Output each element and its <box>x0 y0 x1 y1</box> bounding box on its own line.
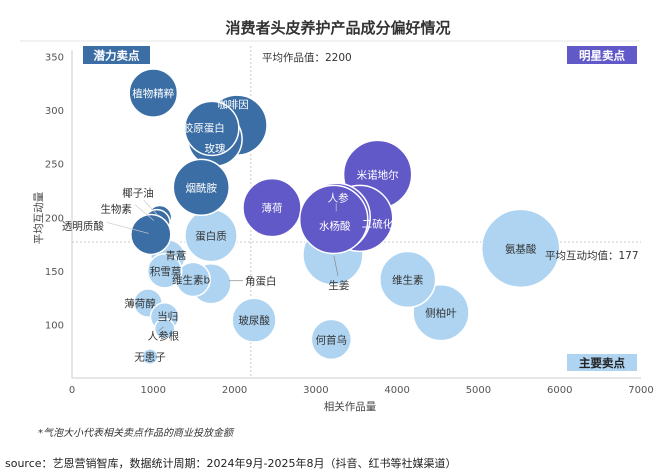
bubble <box>184 100 240 157</box>
bubble-label: 二硫化硒 <box>362 217 404 230</box>
y-tick-label: 200 <box>45 213 64 224</box>
bubble-label: 胶原蛋白 <box>183 121 225 134</box>
y-axis-label: 平均互动量 <box>33 191 45 244</box>
bubble <box>130 213 172 256</box>
bubble <box>298 184 369 255</box>
bubbles <box>128 68 561 366</box>
leader-line <box>134 204 155 221</box>
quadrant-main-text: 主要卖点 <box>579 356 625 370</box>
bubble <box>379 250 437 309</box>
x-tick-label: 6000 <box>547 385 572 396</box>
quadrant-star-text: 明星卖点 <box>579 49 625 63</box>
quadrant-label-potential: 潜力卖点 <box>83 46 150 64</box>
bubble-label: 角蛋白 <box>245 275 277 288</box>
bubble-label: 当归 <box>157 310 178 323</box>
bubble <box>146 253 183 289</box>
bubble-label: 维生素b <box>172 273 210 286</box>
bubble <box>231 297 277 343</box>
source-text: source：艺恩营销智库，数据统计周期：2024年9月-2025年8月（抖音、… <box>5 456 456 470</box>
bubble-label: 植物精粹 <box>132 87 174 100</box>
bubble-label: 米诺地尔 <box>357 168 399 181</box>
bubble-label: 生物素 <box>100 203 132 216</box>
y-tick-label: 150 <box>45 267 64 278</box>
leader-line <box>143 200 159 216</box>
x-tick-label: 1000 <box>141 385 166 396</box>
bubble-label: 氨基酸 <box>505 242 537 255</box>
bubble <box>242 177 302 238</box>
bubble-label: 人参根 <box>148 330 180 343</box>
bubble-label: 无患子 <box>134 352 166 364</box>
bubble <box>480 208 561 289</box>
quadrant-label-star: 明星卖点 <box>567 46 637 64</box>
bubble-label: 维生素 <box>392 273 424 286</box>
x-tick-label: 4000 <box>384 385 409 396</box>
bubble-label: 蛋白质 <box>195 230 227 243</box>
x-mean-label: 平均作品值：2200 <box>262 51 352 64</box>
bubble-label: 积雪草 <box>150 266 182 278</box>
bubble-label: 玻尿酸 <box>238 314 270 327</box>
x-tick-label: 0 <box>69 385 75 396</box>
y-tick-label: 350 <box>45 53 64 64</box>
bubble-label: 椰子油 <box>122 186 154 199</box>
bubble <box>128 68 179 118</box>
size-note: *气泡大小代表相关卖点作品的商业投放金额 <box>38 427 235 439</box>
y-mean-label: 平均互动均值：177 <box>545 249 639 262</box>
bubble-label: 何首乌 <box>316 333 348 346</box>
y-tick-label: 300 <box>45 106 64 117</box>
leader-line <box>333 255 339 276</box>
bubble-label: 咖啡因 <box>217 99 249 111</box>
bubble <box>310 318 353 361</box>
x-tick-label: 3000 <box>303 385 328 396</box>
x-tick-label: 2000 <box>222 385 247 396</box>
bubble-label: 人参 <box>328 191 349 204</box>
quadrant-potential-text: 潜力卖点 <box>94 49 140 63</box>
bubble-label: 薄荷醇 <box>124 297 156 310</box>
quadrant-label-main: 主要卖点 <box>567 354 637 371</box>
y-tick-label: 250 <box>45 160 64 171</box>
x-tick-label: 5000 <box>466 385 491 396</box>
leader-line <box>106 222 149 234</box>
bubble-label: 烟酰胺 <box>185 181 217 194</box>
bubble-label: 侧柏叶 <box>425 307 457 320</box>
bubble-label: 薄荷 <box>261 202 282 215</box>
bubble <box>153 317 176 340</box>
x-axis-label: 相关作品量 <box>324 400 377 413</box>
bubble <box>141 348 159 366</box>
leader-line <box>158 326 164 331</box>
x-tick-label: 7000 <box>628 385 653 396</box>
bubble-label: 生姜 <box>328 279 349 292</box>
axes: 0 1000 2000 3000 4000 5000 6000 7000 100 150 200 25… <box>45 50 654 396</box>
chart-title: 消费者头皮养护产品成分偏好情况 <box>225 19 450 37</box>
bubble-label: 青蒿 <box>165 249 186 262</box>
bubble-label: 玫瑰 <box>205 142 226 155</box>
y-tick-label: 100 <box>45 320 64 331</box>
bubble-label: 水杨酸 <box>319 219 351 232</box>
bubble-label: 透明质酸 <box>62 219 104 232</box>
bubble <box>172 158 230 216</box>
